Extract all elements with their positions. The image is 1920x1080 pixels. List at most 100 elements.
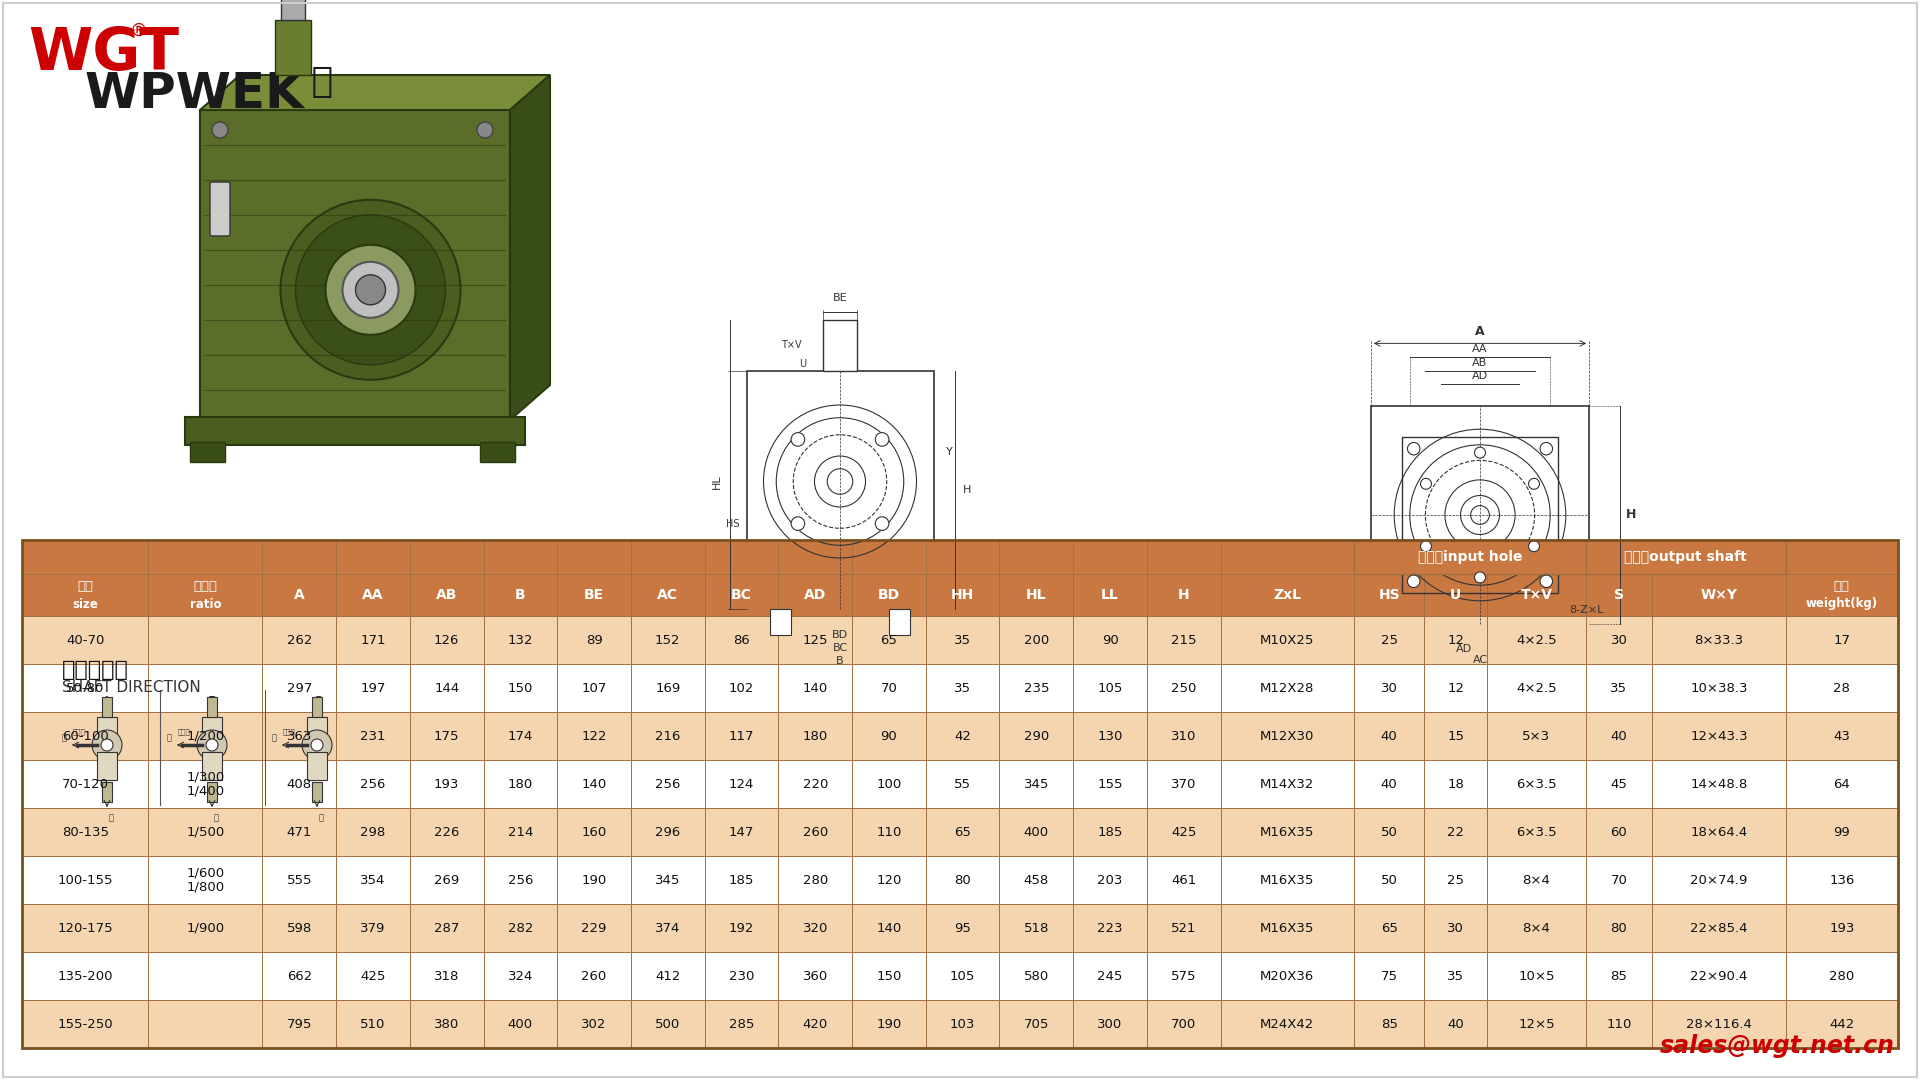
FancyBboxPatch shape bbox=[1354, 1000, 1425, 1048]
Text: 458: 458 bbox=[1023, 874, 1048, 887]
FancyBboxPatch shape bbox=[275, 21, 311, 75]
Text: 360: 360 bbox=[803, 970, 828, 983]
FancyBboxPatch shape bbox=[557, 856, 632, 904]
FancyBboxPatch shape bbox=[1653, 808, 1786, 856]
Text: 297: 297 bbox=[286, 681, 311, 694]
Text: 70: 70 bbox=[1611, 874, 1628, 887]
FancyBboxPatch shape bbox=[1000, 540, 1073, 573]
Text: 380: 380 bbox=[434, 1017, 459, 1030]
FancyBboxPatch shape bbox=[1221, 904, 1354, 951]
Text: 40: 40 bbox=[1448, 1017, 1465, 1030]
FancyBboxPatch shape bbox=[557, 664, 632, 712]
FancyBboxPatch shape bbox=[1586, 540, 1786, 573]
Text: 1/300: 1/300 bbox=[186, 770, 225, 783]
Text: 374: 374 bbox=[655, 921, 680, 934]
FancyBboxPatch shape bbox=[409, 712, 484, 760]
FancyBboxPatch shape bbox=[1146, 712, 1221, 760]
Text: BD: BD bbox=[831, 631, 849, 640]
FancyBboxPatch shape bbox=[1488, 904, 1586, 951]
FancyBboxPatch shape bbox=[307, 752, 326, 780]
Text: 17: 17 bbox=[1834, 634, 1851, 647]
FancyBboxPatch shape bbox=[102, 782, 111, 802]
FancyBboxPatch shape bbox=[148, 808, 263, 856]
Text: 43: 43 bbox=[1834, 729, 1851, 743]
Text: 12×43.3: 12×43.3 bbox=[1690, 729, 1747, 743]
FancyBboxPatch shape bbox=[263, 573, 336, 616]
Text: 60-100: 60-100 bbox=[61, 729, 109, 743]
FancyBboxPatch shape bbox=[148, 951, 263, 1000]
Text: 155-250: 155-250 bbox=[58, 1017, 113, 1030]
Text: 192: 192 bbox=[730, 921, 755, 934]
Text: SHAFT DIRECTION: SHAFT DIRECTION bbox=[61, 680, 202, 696]
FancyBboxPatch shape bbox=[925, 573, 1000, 616]
Text: 287: 287 bbox=[434, 921, 459, 934]
FancyBboxPatch shape bbox=[484, 904, 557, 951]
FancyBboxPatch shape bbox=[484, 616, 557, 664]
FancyBboxPatch shape bbox=[1221, 1000, 1354, 1048]
Text: 216: 216 bbox=[655, 729, 680, 743]
FancyBboxPatch shape bbox=[925, 1000, 1000, 1048]
FancyBboxPatch shape bbox=[98, 717, 117, 745]
Text: 入: 入 bbox=[109, 813, 113, 822]
FancyBboxPatch shape bbox=[1000, 573, 1073, 616]
FancyBboxPatch shape bbox=[148, 760, 263, 808]
FancyBboxPatch shape bbox=[852, 712, 925, 760]
Text: T×V: T×V bbox=[781, 340, 803, 351]
FancyBboxPatch shape bbox=[778, 664, 852, 712]
FancyBboxPatch shape bbox=[1146, 1000, 1221, 1048]
Text: 140: 140 bbox=[803, 681, 828, 694]
Text: 185: 185 bbox=[1098, 825, 1123, 838]
Text: 250: 250 bbox=[1171, 681, 1196, 694]
Text: 入: 入 bbox=[273, 733, 276, 742]
Text: 18×64.4: 18×64.4 bbox=[1690, 825, 1747, 838]
Text: 521: 521 bbox=[1171, 921, 1196, 934]
Text: M12X30: M12X30 bbox=[1260, 729, 1315, 743]
FancyBboxPatch shape bbox=[202, 717, 223, 745]
Text: 90: 90 bbox=[1102, 634, 1119, 647]
Text: 28×116.4: 28×116.4 bbox=[1686, 1017, 1751, 1030]
FancyBboxPatch shape bbox=[21, 573, 148, 616]
Text: 80: 80 bbox=[1611, 921, 1628, 934]
FancyBboxPatch shape bbox=[778, 904, 852, 951]
Text: 150: 150 bbox=[507, 681, 534, 694]
FancyBboxPatch shape bbox=[1786, 573, 1899, 616]
FancyBboxPatch shape bbox=[705, 616, 778, 664]
FancyBboxPatch shape bbox=[1786, 951, 1899, 1000]
Text: B: B bbox=[207, 696, 217, 708]
Circle shape bbox=[1421, 478, 1432, 489]
FancyBboxPatch shape bbox=[148, 856, 263, 904]
FancyBboxPatch shape bbox=[632, 808, 705, 856]
FancyBboxPatch shape bbox=[778, 856, 852, 904]
FancyBboxPatch shape bbox=[148, 904, 263, 951]
Text: 60: 60 bbox=[1611, 825, 1628, 838]
FancyBboxPatch shape bbox=[280, 0, 305, 21]
Text: 370: 370 bbox=[1171, 778, 1196, 791]
FancyBboxPatch shape bbox=[1073, 951, 1146, 1000]
Text: 575: 575 bbox=[1171, 970, 1196, 983]
FancyBboxPatch shape bbox=[1221, 808, 1354, 856]
Text: BE: BE bbox=[833, 293, 847, 303]
FancyBboxPatch shape bbox=[484, 808, 557, 856]
FancyBboxPatch shape bbox=[1146, 951, 1221, 1000]
Circle shape bbox=[1528, 541, 1540, 552]
FancyBboxPatch shape bbox=[336, 904, 409, 951]
FancyBboxPatch shape bbox=[1425, 1000, 1488, 1048]
Circle shape bbox=[102, 739, 113, 751]
Text: AD: AD bbox=[804, 588, 826, 602]
Text: B: B bbox=[515, 588, 526, 602]
Circle shape bbox=[791, 433, 804, 446]
Text: 50: 50 bbox=[1380, 874, 1398, 887]
FancyBboxPatch shape bbox=[1000, 856, 1073, 904]
Text: LL: LL bbox=[1102, 588, 1119, 602]
Text: M16X35: M16X35 bbox=[1260, 921, 1315, 934]
FancyBboxPatch shape bbox=[1653, 616, 1786, 664]
FancyBboxPatch shape bbox=[148, 1000, 263, 1048]
Text: 285: 285 bbox=[730, 1017, 755, 1030]
FancyBboxPatch shape bbox=[1653, 573, 1786, 616]
FancyBboxPatch shape bbox=[1488, 573, 1586, 616]
FancyBboxPatch shape bbox=[21, 664, 148, 712]
Text: Y: Y bbox=[947, 447, 952, 457]
Circle shape bbox=[791, 516, 804, 530]
Text: 35: 35 bbox=[1448, 970, 1465, 983]
Text: 8×4: 8×4 bbox=[1523, 874, 1551, 887]
